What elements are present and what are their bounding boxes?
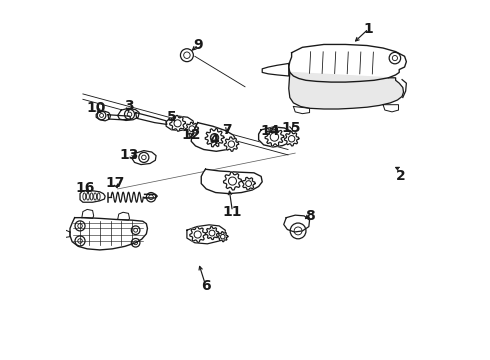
Text: 3: 3: [123, 99, 133, 113]
Polygon shape: [70, 218, 147, 250]
Text: 15: 15: [282, 121, 301, 135]
Text: 11: 11: [222, 205, 242, 219]
Polygon shape: [265, 128, 284, 146]
Polygon shape: [289, 44, 406, 82]
Text: 7: 7: [222, 123, 232, 137]
Polygon shape: [262, 63, 289, 76]
Polygon shape: [64, 230, 70, 237]
Polygon shape: [118, 108, 139, 121]
Polygon shape: [187, 225, 225, 244]
Polygon shape: [136, 113, 167, 125]
Polygon shape: [205, 226, 219, 239]
Text: 1: 1: [364, 22, 373, 36]
Polygon shape: [383, 105, 398, 112]
Text: 5: 5: [167, 110, 176, 124]
Text: 2: 2: [396, 170, 406, 183]
Polygon shape: [285, 132, 299, 146]
Polygon shape: [82, 210, 94, 219]
Text: 8: 8: [305, 209, 315, 223]
Polygon shape: [201, 169, 262, 194]
Polygon shape: [118, 212, 129, 220]
Polygon shape: [294, 107, 310, 114]
Text: 16: 16: [76, 181, 95, 195]
Polygon shape: [224, 137, 239, 151]
Polygon shape: [259, 127, 294, 147]
Polygon shape: [190, 226, 205, 242]
Text: 10: 10: [87, 101, 106, 115]
Text: 9: 9: [194, 39, 203, 52]
Text: 4: 4: [210, 134, 220, 147]
Text: 17: 17: [105, 176, 125, 190]
Polygon shape: [186, 122, 198, 135]
Polygon shape: [191, 123, 236, 151]
Polygon shape: [289, 72, 403, 109]
Polygon shape: [284, 215, 310, 232]
Polygon shape: [218, 231, 228, 242]
Polygon shape: [132, 150, 156, 165]
Polygon shape: [166, 116, 194, 131]
Polygon shape: [242, 177, 255, 190]
Polygon shape: [96, 111, 111, 121]
Text: 6: 6: [201, 279, 210, 293]
Polygon shape: [223, 172, 242, 190]
Polygon shape: [170, 116, 186, 131]
Polygon shape: [108, 115, 131, 120]
Polygon shape: [205, 129, 224, 147]
Text: 14: 14: [260, 125, 280, 138]
Text: 13: 13: [120, 148, 139, 162]
Text: 12: 12: [181, 128, 201, 142]
Polygon shape: [80, 191, 105, 202]
